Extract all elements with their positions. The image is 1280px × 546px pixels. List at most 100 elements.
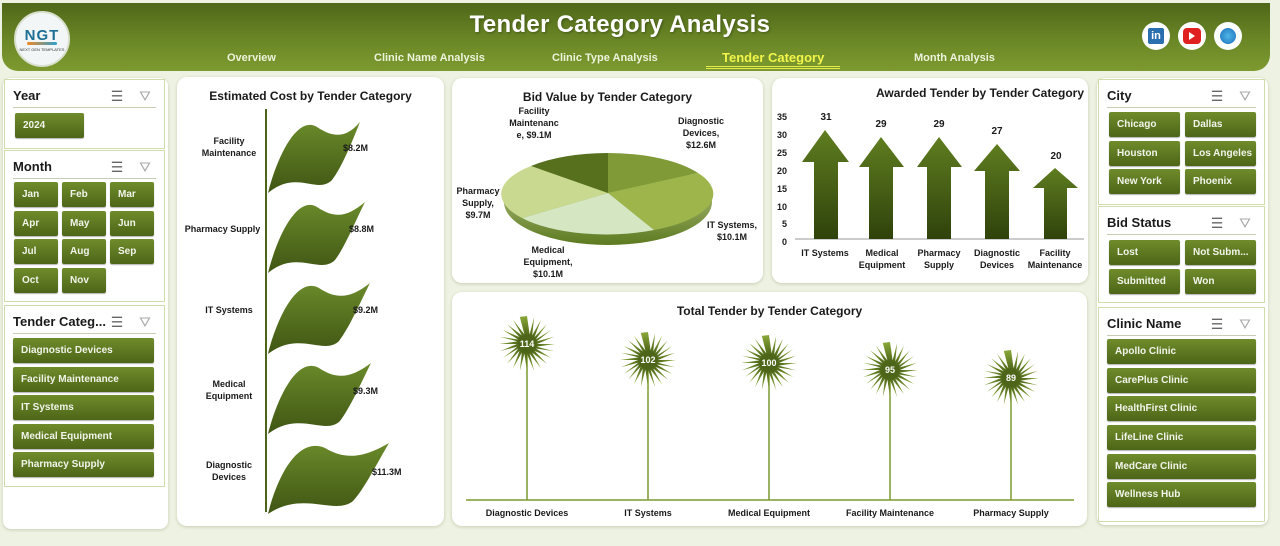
x-category-label: Pharmacy Supply: [973, 508, 1049, 518]
youtube-icon: [1183, 28, 1201, 44]
bar-value-label: 27: [991, 126, 1003, 137]
tab-month-analysis[interactable]: Month Analysis: [914, 52, 995, 64]
month-feb-button[interactable]: Feb: [62, 182, 106, 207]
bar-value-label: 29: [875, 119, 887, 130]
clinic-lifeline-button[interactable]: LifeLine Clinic: [1107, 425, 1256, 450]
tab-clinic-name-analysis[interactable]: Clinic Name Analysis: [374, 52, 485, 64]
category-it-systems-button[interactable]: IT Systems: [13, 395, 154, 420]
pie-label-it-systems: IT Systems, $10.1M: [706, 220, 758, 242]
month-may-button[interactable]: May: [62, 211, 106, 236]
category-label: Pharmacy Supply: [184, 224, 261, 234]
tab-overview[interactable]: Overview: [227, 52, 276, 64]
x-category-label: Facility Maintenance: [1027, 248, 1083, 270]
clear-filter-icon[interactable]: ⛛: [1239, 88, 1251, 104]
x-category-label: Medical Equipment: [858, 248, 906, 270]
bar-value-label: 29: [933, 119, 945, 130]
x-category-label: Diagnostic Devices: [973, 248, 1020, 270]
city-slicer-title: City: [1107, 88, 1132, 103]
bid-status-submitted-button[interactable]: Submitted: [1109, 269, 1180, 294]
bid-status-lost-button[interactable]: Lost: [1109, 240, 1180, 265]
tender-category-slicer-title: Tender Categ...: [13, 314, 106, 329]
month-slicer-title: Month: [13, 159, 52, 174]
bid-status-won-button[interactable]: Won: [1185, 269, 1256, 294]
youtube-button[interactable]: [1178, 22, 1206, 50]
header-bar: NGT NEXT GEN TEMPLATES Tender Category A…: [2, 3, 1270, 71]
month-oct-button[interactable]: Oct: [14, 268, 58, 293]
chart-title: Estimated Cost by Tender Category: [209, 89, 412, 103]
value-label: 89: [1005, 373, 1016, 383]
x-category-label: IT Systems: [801, 248, 849, 258]
city-new-york-button[interactable]: New York: [1109, 169, 1180, 194]
city-dallas-button[interactable]: Dallas: [1185, 112, 1256, 137]
tab-tender-category[interactable]: Tender Category: [706, 50, 841, 69]
clear-filter-icon[interactable]: ⛛: [139, 314, 151, 330]
estimated-cost-chart: Estimated Cost by Tender Category Facili…: [177, 77, 444, 526]
month-jun-button[interactable]: Jun: [110, 211, 154, 236]
city-phoenix-button[interactable]: Phoenix: [1185, 169, 1256, 194]
website-button[interactable]: [1214, 22, 1242, 50]
value-label: $9.2M: [353, 305, 379, 315]
y-axis-ticks: 35 30 25 20 15 10 5 0: [776, 112, 787, 248]
tender-category-slicer: Tender Categ... ☰ ⛛ Diagnostic Devices F…: [4, 305, 165, 487]
month-slicer: Month ☰ ⛛ Jan Feb Mar Apr May Jun Jul Au…: [4, 150, 165, 302]
multi-select-icon[interactable]: ☰: [110, 88, 124, 104]
clinic-healthfirst-button[interactable]: HealthFirst Clinic: [1107, 396, 1256, 421]
city-slicer: City ☰ ⛛ Chicago Dallas Houston Los Ange…: [1098, 79, 1265, 205]
linkedin-icon: in: [1148, 28, 1164, 44]
pie-label-pharmacy-supply: Pharmacy Supply, $9.7M: [456, 186, 500, 220]
city-houston-button[interactable]: Houston: [1109, 141, 1180, 166]
bid-status-not-submitted-button[interactable]: Not Subm...: [1185, 240, 1256, 265]
bar-value-label: 20: [1050, 151, 1062, 162]
month-jul-button[interactable]: Jul: [14, 239, 58, 264]
category-diagnostic-devices-button[interactable]: Diagnostic Devices: [13, 338, 154, 363]
month-apr-button[interactable]: Apr: [14, 211, 58, 236]
month-slicer-header: Month ☰ ⛛: [13, 157, 156, 179]
social-links: in: [1142, 22, 1242, 50]
multi-select-icon[interactable]: ☰: [110, 159, 124, 175]
multi-select-icon[interactable]: ☰: [1210, 215, 1224, 231]
year-2024-button[interactable]: 2024: [15, 113, 84, 138]
category-medical-equipment-button[interactable]: Medical Equipment: [13, 424, 154, 449]
city-los-angeles-button[interactable]: Los Angeles: [1185, 141, 1256, 166]
clear-filter-icon[interactable]: ⛛: [1239, 316, 1251, 332]
bid-status-slicer-title: Bid Status: [1107, 215, 1172, 230]
category-pharmacy-supply-button[interactable]: Pharmacy Supply: [13, 452, 154, 477]
multi-select-icon[interactable]: ☰: [1210, 316, 1224, 332]
ngt-logo: NGT NEXT GEN TEMPLATES: [14, 11, 70, 67]
logo-subtext: NEXT GEN TEMPLATES: [19, 46, 65, 52]
multi-select-icon[interactable]: ☰: [1210, 88, 1224, 104]
month-nov-button[interactable]: Nov: [62, 268, 106, 293]
pie-label-facility-maintenance: Facility Maintenanc e, $9.1M: [509, 106, 559, 140]
month-jan-button[interactable]: Jan: [14, 182, 58, 207]
flag-bars: [268, 122, 389, 514]
clinic-apollo-button[interactable]: Apollo Clinic: [1107, 339, 1256, 364]
bid-status-slicer-header: Bid Status ☰ ⛛: [1107, 213, 1256, 235]
axis-line: [265, 109, 267, 512]
linkedin-button[interactable]: in: [1142, 22, 1170, 50]
multi-select-icon[interactable]: ☰: [110, 314, 124, 330]
clear-filter-icon[interactable]: ⛛: [139, 88, 151, 104]
year-slicer-title: Year: [13, 88, 41, 103]
clinic-medcare-button[interactable]: MedCare Clinic: [1107, 454, 1256, 479]
tender-category-slicer-header: Tender Categ... ☰ ⛛: [13, 312, 156, 334]
chart-title: Awarded Tender by Tender Category: [875, 86, 1084, 100]
value-label: 114: [519, 339, 535, 349]
month-mar-button[interactable]: Mar: [110, 182, 154, 207]
month-aug-button[interactable]: Aug: [62, 239, 106, 264]
month-sep-button[interactable]: Sep: [110, 239, 154, 264]
right-slicer-panel: City ☰ ⛛ Chicago Dallas Houston Los Ange…: [1097, 78, 1268, 525]
city-chicago-button[interactable]: Chicago: [1109, 112, 1180, 137]
left-slicer-panel: Year ☰ ⛛ 2024 Month ☰ ⛛ Jan Feb Mar Apr …: [3, 78, 168, 529]
clinic-wellness-hub-button[interactable]: Wellness Hub: [1107, 482, 1256, 507]
clinic-name-slicer-header: Clinic Name ☰ ⛛: [1107, 314, 1256, 336]
category-label: Diagnostic Devices: [205, 460, 252, 482]
arrow-bars: [795, 130, 1084, 240]
clinic-careplus-button[interactable]: CarePlus Clinic: [1107, 368, 1256, 393]
clinic-name-slicer: Clinic Name ☰ ⛛ Apollo Clinic CarePlus C…: [1098, 307, 1265, 522]
tab-clinic-type-analysis[interactable]: Clinic Type Analysis: [552, 52, 658, 64]
bid-status-slicer: Bid Status ☰ ⛛ Lost Not Subm... Submitte…: [1098, 206, 1265, 303]
clear-filter-icon[interactable]: ⛛: [139, 159, 151, 175]
clear-filter-icon[interactable]: ⛛: [1239, 215, 1251, 231]
globe-icon: [1219, 27, 1237, 45]
category-facility-maintenance-button[interactable]: Facility Maintenance: [13, 367, 154, 392]
